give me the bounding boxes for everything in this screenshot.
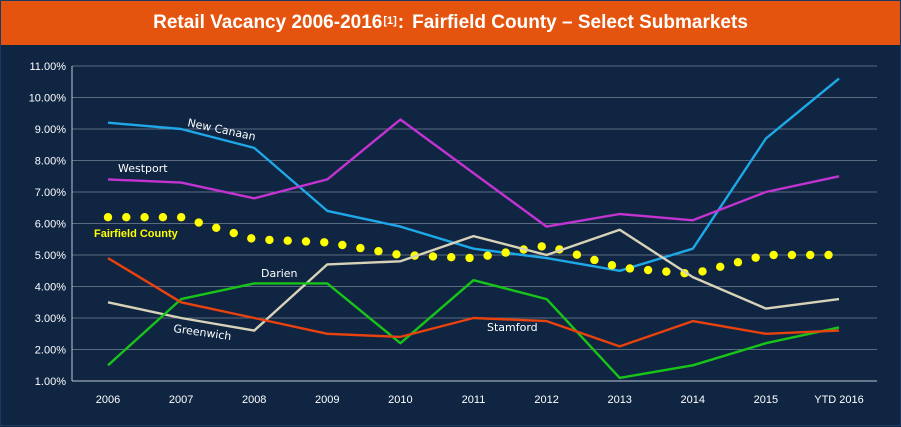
series-dot: [265, 236, 273, 244]
series-dot: [788, 251, 796, 259]
series-dot: [824, 251, 832, 259]
series-dot: [177, 213, 185, 221]
series-dot: [769, 251, 777, 259]
series-dot: [806, 251, 814, 259]
series-dot: [573, 250, 581, 258]
series-dot: [338, 241, 346, 249]
series-label-stamford: Stamford: [487, 321, 538, 334]
series-dot: [626, 264, 634, 272]
series-dot: [483, 252, 491, 260]
series-dot: [159, 213, 167, 221]
series-dot: [302, 237, 310, 245]
x-tick-label: 2012: [534, 394, 558, 406]
series-new-canaan: [108, 79, 839, 271]
series-dot: [140, 213, 148, 221]
series-dot: [662, 267, 670, 275]
series-dot: [320, 238, 328, 246]
y-tick-label: 9.00%: [35, 124, 66, 136]
y-tick-label: 10.00%: [29, 93, 67, 105]
y-tick-label: 7.00%: [35, 187, 66, 199]
series-dot: [284, 236, 292, 244]
y-tick-label: 11.00%: [30, 61, 67, 73]
series-dot: [751, 253, 759, 261]
series-dot: [465, 254, 473, 262]
series-dot: [447, 253, 455, 261]
y-tick-label: 5.00%: [35, 250, 66, 262]
series-dot: [212, 224, 220, 232]
series-label-westport: Westport: [118, 162, 168, 175]
series-dot: [122, 213, 130, 221]
x-tick-label: 2008: [242, 394, 266, 406]
x-tick-label: YTD 2016: [814, 394, 864, 406]
series-dot: [501, 248, 509, 256]
x-tick-label: 2013: [607, 394, 631, 406]
series-dot: [230, 229, 238, 237]
series-dot: [698, 267, 706, 275]
x-tick-label: 2007: [169, 394, 193, 406]
series-dot: [608, 261, 616, 269]
series-dot: [644, 266, 652, 274]
series-line-new-canaan: [108, 79, 839, 271]
series-label-darien: Darien: [261, 267, 298, 280]
x-tick-label: 2009: [315, 394, 339, 406]
y-tick-label: 3.00%: [35, 313, 66, 325]
x-tick-label: 2011: [462, 394, 486, 406]
series-dot: [590, 256, 598, 264]
x-tick-label: 2015: [754, 394, 778, 406]
series-fairfield-county: [104, 213, 839, 277]
series-dot: [356, 244, 364, 252]
y-tick-label: 8.00%: [35, 156, 66, 168]
y-tick-label: 6.00%: [35, 219, 66, 231]
series-label-fairfield-county: Fairfield County: [94, 228, 179, 240]
y-tick-label: 2.00%: [35, 345, 66, 357]
series-dot: [104, 213, 112, 221]
series-dot: [429, 252, 437, 260]
y-tick-label: 1.00%: [35, 376, 66, 388]
series-dot: [716, 263, 724, 271]
grid: [72, 66, 877, 350]
series-dot: [374, 247, 382, 255]
series-dot: [734, 258, 742, 266]
x-tick-label: 2014: [681, 394, 705, 406]
x-tick-label: 2010: [388, 394, 412, 406]
series-dot: [538, 242, 546, 250]
y-tick-label: 4.00%: [35, 282, 66, 294]
x-tick-label: 2006: [96, 394, 120, 406]
series-dot: [392, 250, 400, 258]
series-dot: [247, 234, 255, 242]
series-dot: [195, 218, 203, 226]
